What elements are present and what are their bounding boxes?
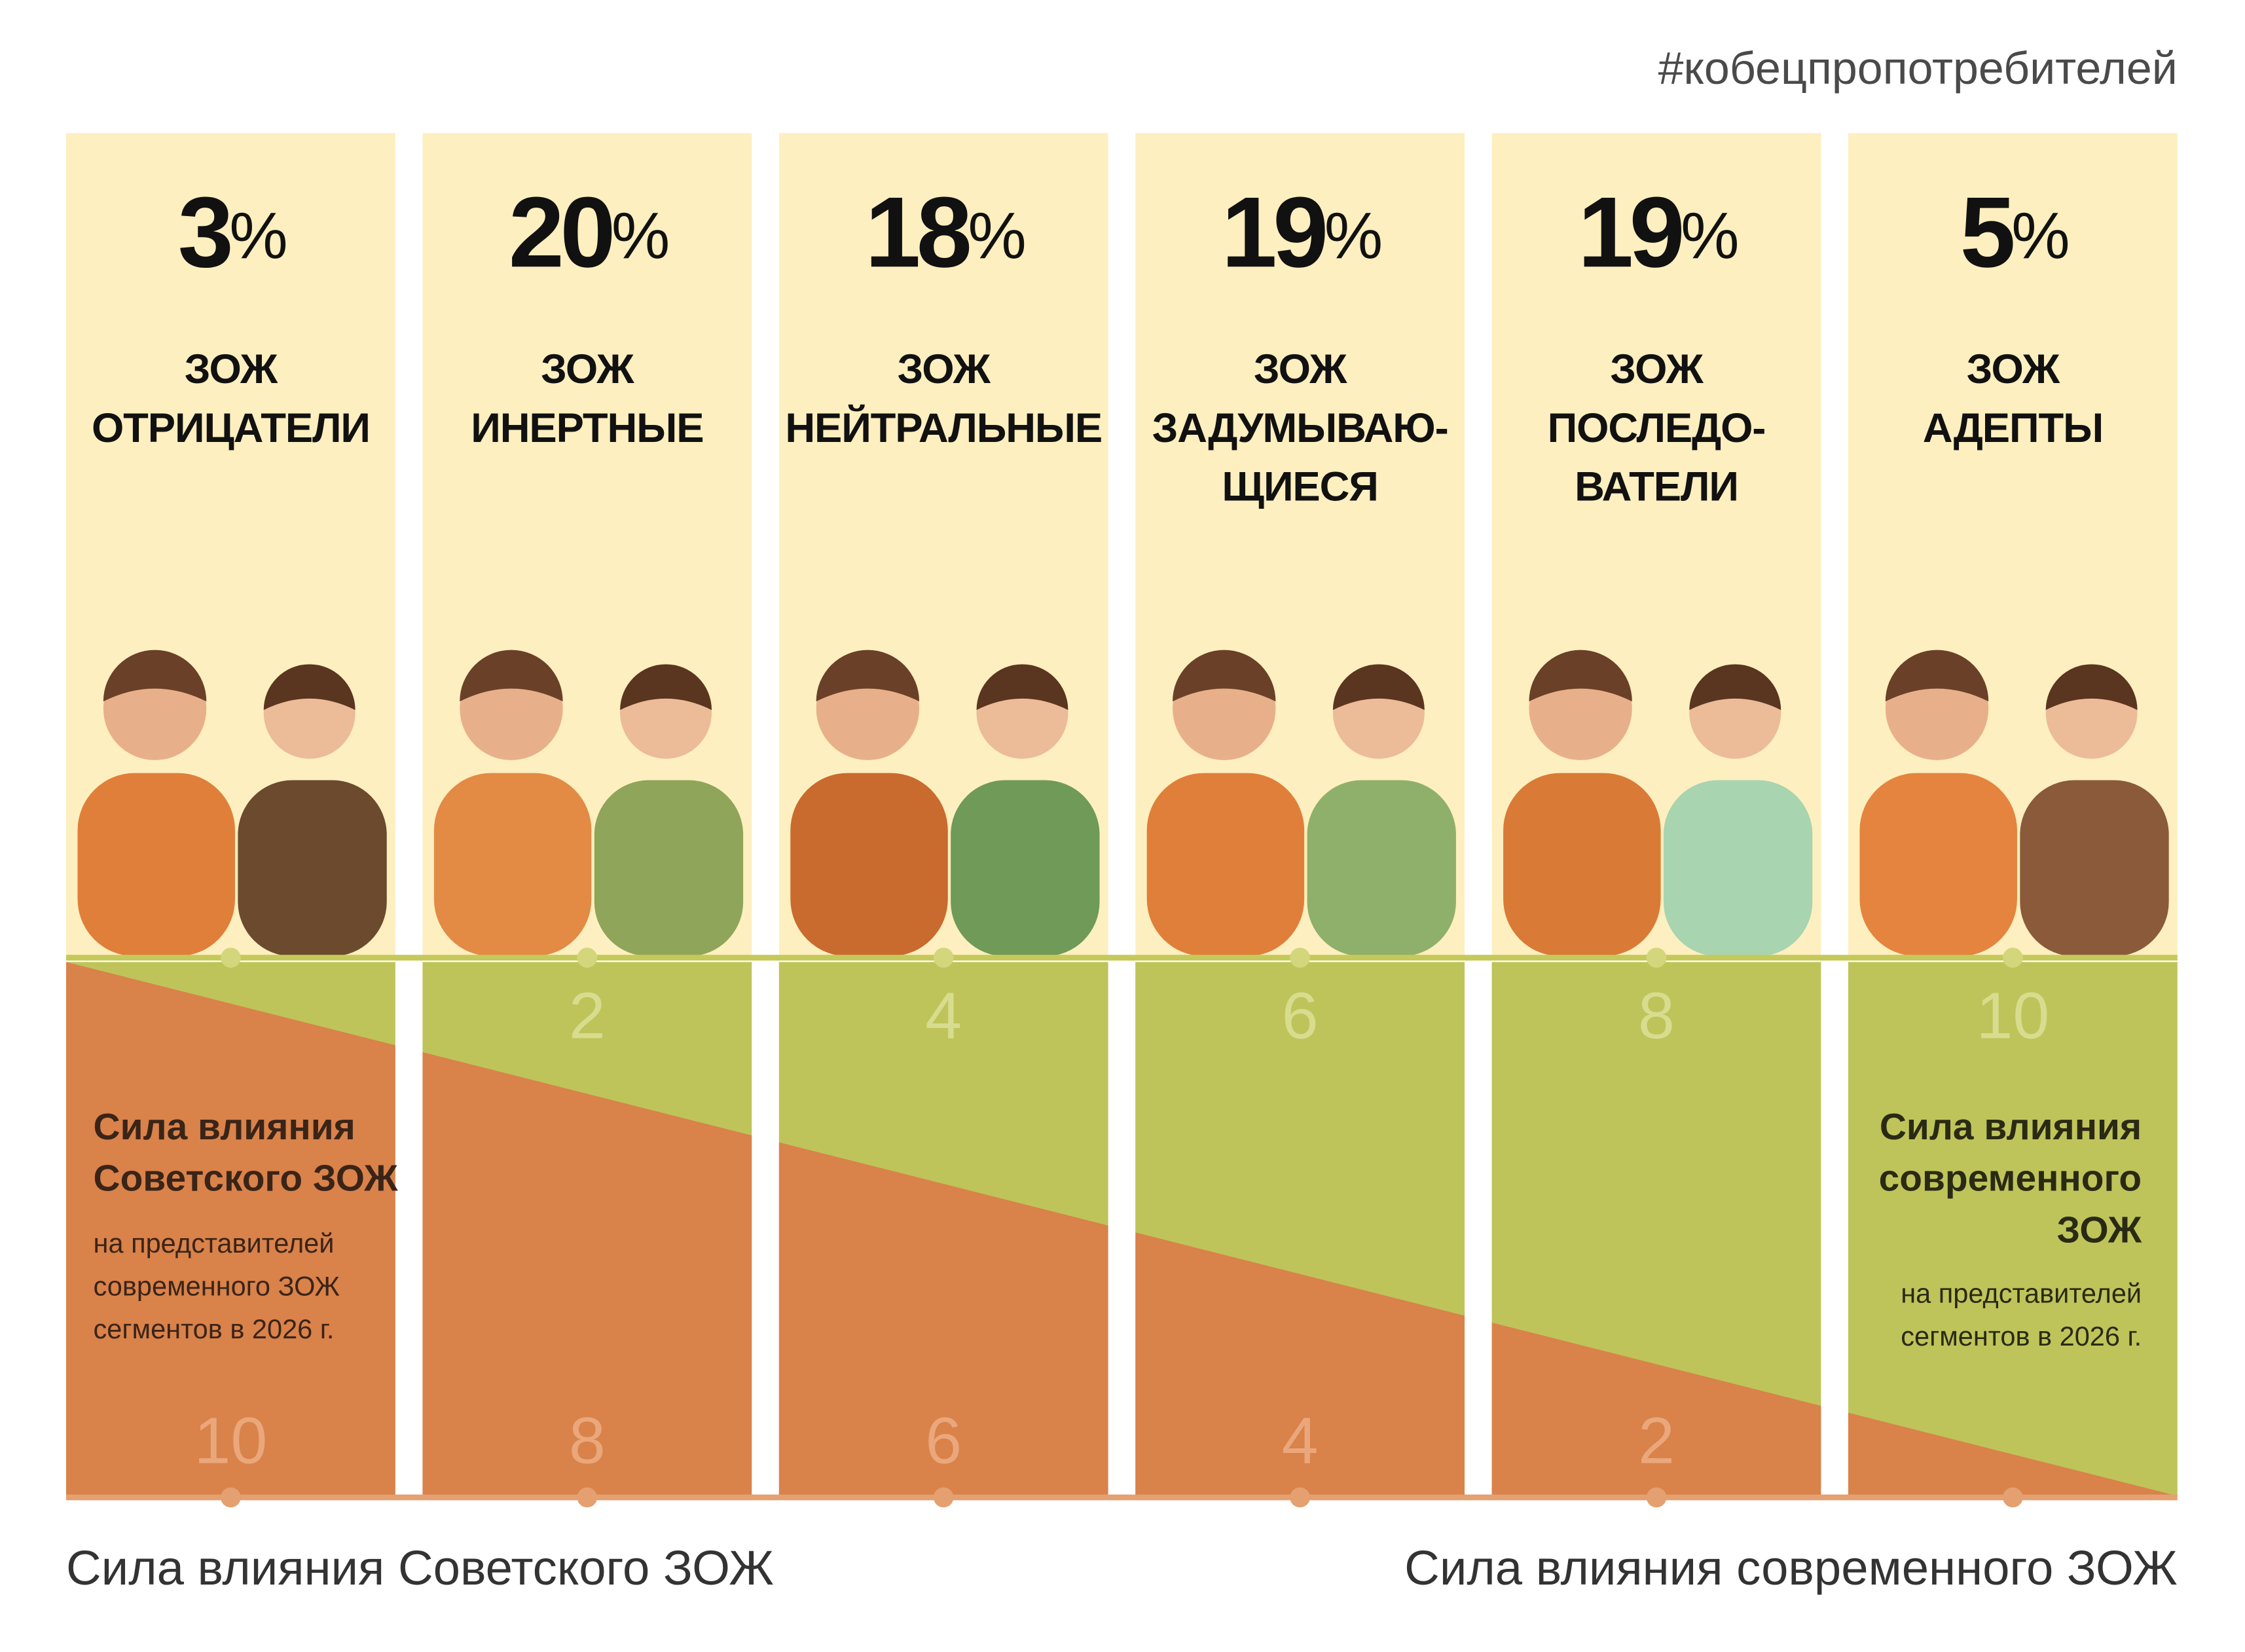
- figure-hair: [263, 664, 356, 710]
- percent-sign: %: [968, 199, 1024, 272]
- segment-name: ПОСЛЕДО-: [1548, 405, 1766, 451]
- percent-sign: %: [1681, 199, 1737, 272]
- scale-dot: [933, 1487, 954, 1508]
- scale-dot: [577, 1487, 598, 1508]
- segment-name: ОТРИЦАТЕЛИ: [92, 405, 370, 451]
- segment-name: ИНЕРТНЫЕ: [471, 405, 703, 451]
- column-gap: [752, 133, 779, 1497]
- soviet-scale-label: 8: [569, 1404, 606, 1478]
- figure-body: [1146, 773, 1305, 957]
- percent-number: 19: [1578, 177, 1682, 289]
- segment-name: ЗОЖ: [1254, 346, 1347, 392]
- segment-name: ЗОЖ: [1610, 346, 1704, 392]
- segment-name: ЗАДУМЫВАЮ-: [1152, 405, 1448, 451]
- figure-hair: [1689, 664, 1781, 710]
- figure-hair: [2045, 664, 2138, 710]
- figure-hair: [1173, 650, 1276, 702]
- percent-sign: %: [1324, 199, 1381, 272]
- modern-note-body: на представителей: [1901, 1278, 2142, 1309]
- axis-left-label: Сила влияния Советского ЗОЖ: [66, 1541, 774, 1595]
- scale-dot: [221, 947, 241, 968]
- modern-scale-label: 2: [569, 979, 606, 1052]
- figure-hair: [103, 650, 207, 702]
- percent-sign: %: [2011, 199, 2068, 272]
- figure-hair: [1529, 650, 1632, 702]
- axis-right-label: Сила влияния современного ЗОЖ: [1404, 1541, 2178, 1595]
- percent-number: 5: [1960, 177, 2013, 289]
- segment-name: ЗОЖ: [541, 346, 634, 392]
- scale-dot: [2003, 947, 2023, 968]
- percent-sign: %: [611, 199, 668, 272]
- figure-hair: [460, 650, 563, 702]
- soviet-note-title: Сила влияния: [94, 1107, 356, 1148]
- segment-percent: 3%: [178, 177, 286, 289]
- segment-percent: 18%: [865, 177, 1024, 289]
- modern-scale-label: 10: [1976, 979, 2049, 1052]
- scale-dot: [1646, 947, 1667, 968]
- scale-dot: [1646, 1487, 1667, 1508]
- scale-dot: [577, 947, 598, 968]
- figure-hair: [620, 664, 712, 710]
- column-gap: [1465, 133, 1492, 1497]
- figure-body: [594, 780, 744, 957]
- figure-body: [77, 773, 235, 957]
- figure-body: [1503, 773, 1661, 957]
- segment-percent: 19%: [1578, 177, 1737, 289]
- segment-percent: 5%: [1960, 177, 2068, 289]
- column-gap: [1108, 133, 1136, 1497]
- percent-number: 20: [509, 177, 612, 289]
- figure-body: [1307, 780, 1456, 957]
- modern-note-title: Сила влияния: [1880, 1107, 2142, 1148]
- column-gap: [395, 133, 423, 1497]
- scale-dot: [1290, 947, 1310, 968]
- figure-hair: [816, 650, 920, 702]
- soviet-scale-label: 6: [925, 1404, 962, 1478]
- scale-dot: [221, 1487, 241, 1508]
- soviet-scale-label: 10: [194, 1404, 268, 1478]
- segment-name: ЗОЖ: [898, 346, 991, 392]
- scale-dot: [933, 947, 954, 968]
- figure-hair: [976, 664, 1068, 710]
- hashtag: #кобецпропотребителей: [1658, 43, 2178, 94]
- segment-name: ВАТЕЛИ: [1575, 464, 1738, 509]
- segment-name: АДЕПТЫ: [1923, 405, 2103, 451]
- scale-dot: [1290, 1487, 1310, 1508]
- figure-hair: [1332, 664, 1425, 710]
- column-gap: [1821, 133, 1848, 1497]
- segment-name: ЗОЖ: [1967, 346, 2060, 392]
- soviet-scale-label: 4: [1282, 1404, 1319, 1478]
- percent-sign: %: [229, 199, 285, 272]
- soviet-note-body: на представителей: [94, 1228, 335, 1258]
- soviet-note-body: сегментов в 2026 г.: [94, 1313, 335, 1344]
- segment-name: ЗОЖ: [185, 346, 278, 392]
- segment-percent: 19%: [1222, 177, 1381, 289]
- segment-percent: 20%: [509, 177, 668, 289]
- percent-number: 3: [178, 177, 230, 289]
- percent-number: 19: [1222, 177, 1326, 289]
- figure-body: [1859, 773, 2017, 957]
- segment-name: ЩИЕСЯ: [1222, 464, 1378, 509]
- soviet-note-title: Советского ЗОЖ: [94, 1158, 399, 1200]
- figure-body: [433, 773, 592, 957]
- scale-dot: [2003, 1487, 2023, 1508]
- figure-body: [238, 780, 387, 957]
- figure-body: [951, 780, 1100, 957]
- modern-note-title: современного: [1879, 1158, 2142, 1200]
- soviet-scale-label: 2: [1638, 1404, 1675, 1478]
- figure-body: [790, 773, 948, 957]
- figure-body: [1663, 780, 1813, 957]
- figure-body: [2020, 780, 2169, 957]
- percent-number: 18: [865, 177, 970, 289]
- modern-scale-label: 8: [1638, 979, 1675, 1052]
- modern-scale-label: 4: [925, 979, 962, 1052]
- modern-note-body: сегментов в 2026 г.: [1901, 1321, 2142, 1351]
- segment-name: НЕЙТРАЛЬНЫЕ: [785, 405, 1102, 451]
- modern-note-title: ЗОЖ: [2056, 1209, 2142, 1251]
- modern-scale-label: 6: [1282, 979, 1319, 1052]
- soviet-note-body: современного ЗОЖ: [94, 1271, 340, 1302]
- figure-hair: [1885, 650, 1989, 702]
